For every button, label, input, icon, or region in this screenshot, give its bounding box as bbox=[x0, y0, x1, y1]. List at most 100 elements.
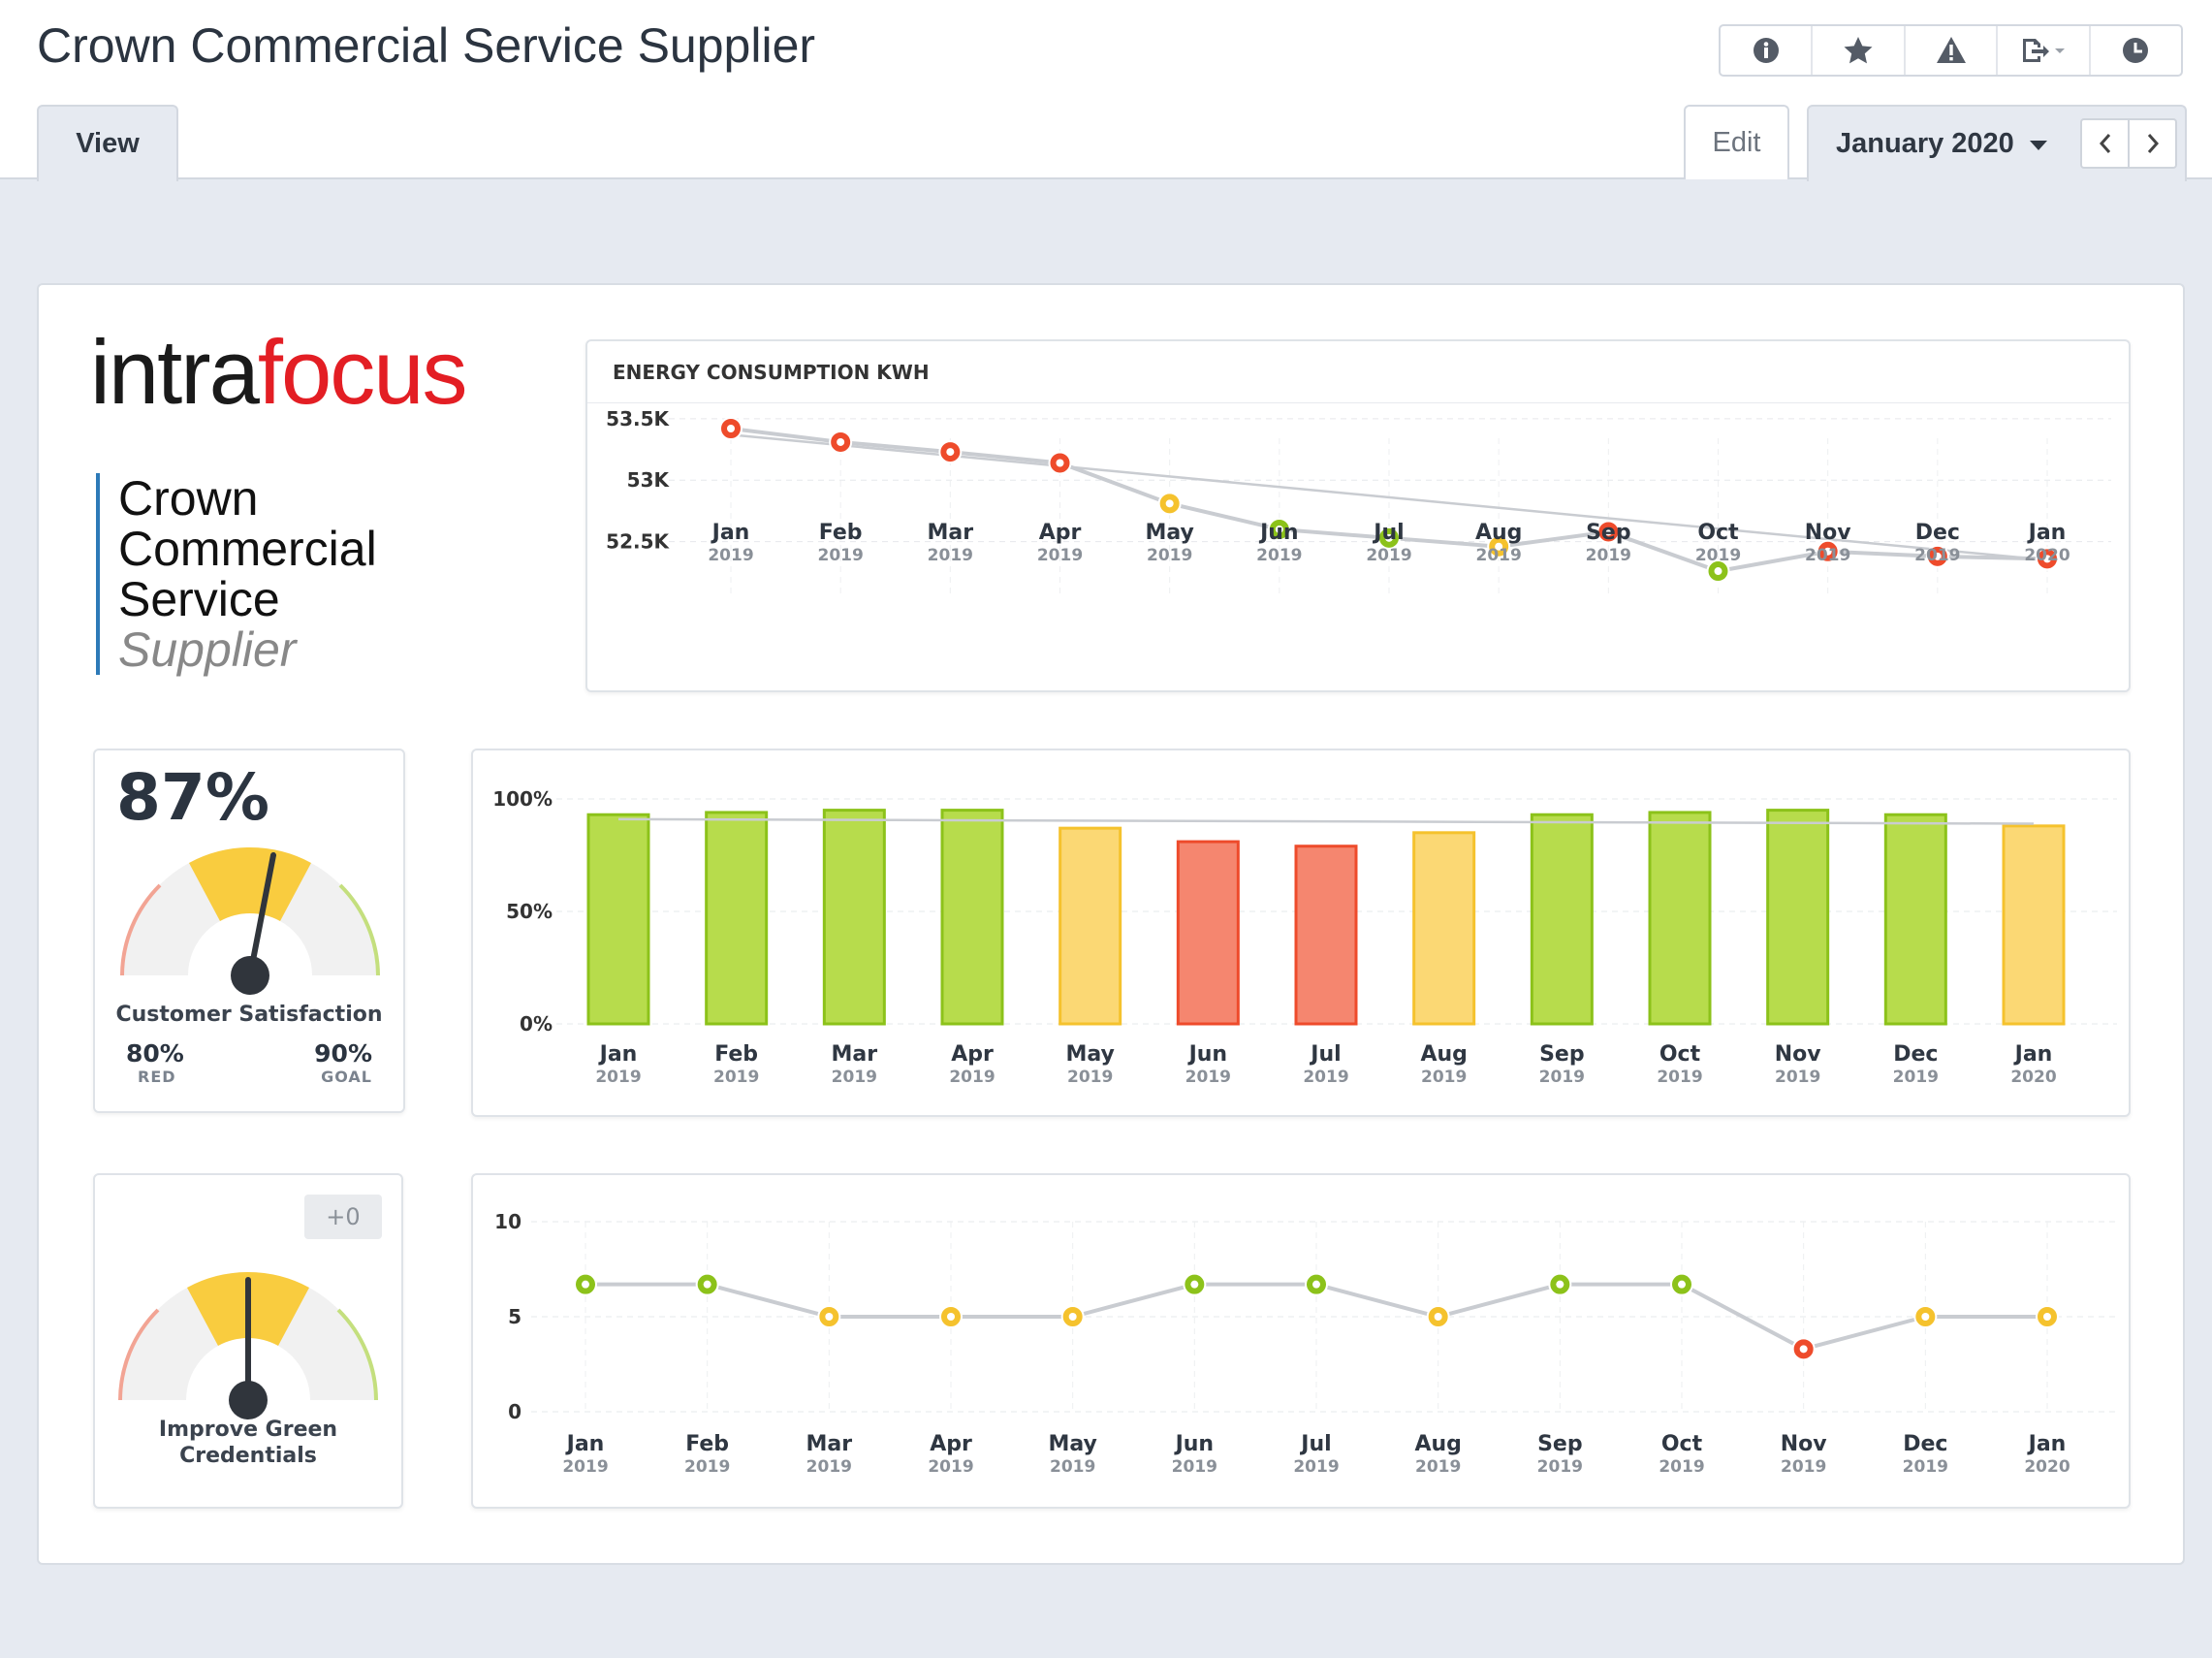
x-tick-year: 2019 bbox=[713, 1068, 759, 1087]
x-tick-year: 2019 bbox=[1050, 1457, 1095, 1477]
x-tick-year: 2019 bbox=[949, 1068, 995, 1087]
customer-satisfaction-card[interactable]: 87% Customer Satisfaction 80% RED 90% GO… bbox=[93, 749, 405, 1113]
x-tick-month: May bbox=[1145, 521, 1193, 545]
y-tick-label: 10 bbox=[494, 1210, 521, 1233]
data-point-center bbox=[2043, 1313, 2051, 1321]
x-tick-year: 2019 bbox=[806, 1457, 852, 1477]
red-threshold-value: 80% bbox=[126, 1039, 184, 1068]
x-tick-month: Oct bbox=[1661, 1432, 1703, 1456]
x-tick-year: 2019 bbox=[1147, 546, 1192, 565]
x-tick-month: Sep bbox=[1539, 1042, 1585, 1067]
bar bbox=[822, 809, 886, 1026]
x-tick-year: 2019 bbox=[1293, 1457, 1339, 1477]
bar bbox=[586, 813, 650, 1026]
chevron-left-icon bbox=[2099, 134, 2110, 153]
green-credentials-card[interactable]: +0 Improve Green Credentials bbox=[93, 1173, 403, 1509]
data-point-center bbox=[946, 448, 955, 457]
x-tick-month: Oct bbox=[1697, 521, 1739, 545]
gauge-band-red bbox=[118, 1308, 160, 1401]
x-tick-month: Apr bbox=[1039, 521, 1082, 545]
x-tick-month: Apr bbox=[951, 1042, 994, 1067]
x-tick-year: 2019 bbox=[1537, 1457, 1583, 1477]
dashboard-panel: intrafocus Crown Commercial Service Supp… bbox=[37, 283, 2185, 1565]
data-point-center bbox=[1165, 499, 1174, 508]
x-tick-year: 2019 bbox=[1781, 1457, 1826, 1477]
history-button[interactable] bbox=[2091, 26, 2181, 75]
x-tick-year: 2019 bbox=[1586, 546, 1631, 565]
x-tick-year: 2019 bbox=[1657, 1068, 1702, 1087]
x-tick-month: Dec bbox=[1903, 1432, 1947, 1456]
info-icon bbox=[1753, 38, 1779, 63]
intrafocus-logo: intrafocus bbox=[90, 327, 468, 418]
goal-threshold: 90% GOAL bbox=[314, 1039, 372, 1086]
x-tick-year: 2020 bbox=[2024, 1457, 2070, 1477]
x-tick-month: Nov bbox=[1781, 1432, 1828, 1456]
period-dropdown[interactable]: January 2020 bbox=[1836, 128, 2014, 159]
x-tick-year: 2019 bbox=[684, 1457, 730, 1477]
change-badge: +0 bbox=[304, 1195, 382, 1239]
x-tick-month: Mar bbox=[832, 1042, 878, 1067]
organisation-name: Crown Commercial Service Supplier bbox=[96, 473, 377, 675]
gauge-needle bbox=[247, 852, 276, 978]
bar bbox=[940, 809, 1004, 1026]
x-tick-year: 2019 bbox=[832, 1068, 877, 1087]
org-line2: Commercial bbox=[118, 522, 377, 576]
gauge-hub bbox=[229, 1381, 268, 1419]
x-tick-month: May bbox=[1065, 1042, 1114, 1067]
data-point-center bbox=[1312, 1280, 1320, 1289]
y-tick-label: 50% bbox=[506, 900, 553, 923]
export-menu-button[interactable] bbox=[1998, 26, 2091, 75]
kpi-name-line2: Credentials bbox=[179, 1444, 317, 1468]
next-period-button[interactable] bbox=[2130, 120, 2175, 167]
x-tick-month: Jan bbox=[598, 1042, 638, 1067]
x-tick-year: 2019 bbox=[1037, 546, 1083, 565]
alert-button[interactable] bbox=[1906, 26, 1999, 75]
green-credentials-chart-card[interactable]: 10 5 0 Jan 2019 Feb 2019 Mar 2019 Apr 2019 May 2019 J… bbox=[471, 1173, 2131, 1509]
x-tick-year: 2019 bbox=[1775, 1068, 1820, 1087]
bar bbox=[1883, 813, 1947, 1026]
tab-view[interactable]: View bbox=[37, 105, 178, 181]
tab-edit[interactable]: Edit bbox=[1684, 105, 1789, 179]
x-tick-month: Sep bbox=[1586, 521, 1631, 545]
kpi-name: Customer Satisfaction bbox=[115, 1003, 383, 1027]
gauge bbox=[120, 846, 380, 995]
data-point-center bbox=[727, 424, 735, 432]
bar bbox=[1176, 840, 1240, 1026]
x-tick-month: Oct bbox=[1659, 1042, 1701, 1067]
caret-down-icon[interactable] bbox=[2030, 141, 2047, 150]
x-tick-month: Aug bbox=[1414, 1432, 1461, 1456]
favorite-button[interactable] bbox=[1813, 26, 1906, 75]
gauge-band-amber bbox=[189, 846, 311, 921]
x-tick-year: 2019 bbox=[1893, 1068, 1939, 1087]
kpi-name-line1: Improve Green bbox=[158, 1418, 338, 1442]
info-button[interactable] bbox=[1721, 26, 1814, 75]
bar bbox=[1648, 811, 1712, 1026]
x-tick-year: 2019 bbox=[1067, 1068, 1113, 1087]
satisfaction-chart-card[interactable]: 100% 50% 0% Jan 2019 Feb 2019 Mar 2019 Apr 2019 May… bbox=[471, 749, 2131, 1117]
bar bbox=[1294, 845, 1358, 1026]
satisfaction-bar-chart: 100%50%0%Jan2019Feb2019Mar2019Apr2019May… bbox=[492, 787, 2117, 1087]
data-point-center bbox=[1714, 567, 1722, 576]
x-tick-month: Jun bbox=[1187, 1042, 1228, 1067]
bar bbox=[705, 811, 769, 1026]
green-credentials-line-chart: 1050Jan2019Feb2019Mar2019Apr2019May2019J… bbox=[494, 1210, 2117, 1477]
x-tick-month: Jan bbox=[565, 1432, 605, 1456]
gauge-band-green bbox=[336, 1308, 378, 1401]
bar bbox=[1530, 813, 1594, 1026]
x-tick-month: May bbox=[1048, 1432, 1096, 1456]
energy-chart-card[interactable]: ENERGY CONSUMPTION KWH 53.5K 53K 52.5K Jan 2… bbox=[585, 339, 2131, 692]
period-nav bbox=[2080, 118, 2177, 169]
data-point-center bbox=[1056, 459, 1064, 467]
previous-period-button[interactable] bbox=[2082, 120, 2130, 167]
data-point-center bbox=[2043, 555, 2051, 563]
x-tick-month: Jun bbox=[1174, 1432, 1215, 1456]
period-selector: January 2020 bbox=[1807, 105, 2187, 181]
data-point-center bbox=[1921, 1313, 1930, 1321]
data-point-center bbox=[1190, 1280, 1199, 1289]
x-tick-year: 2019 bbox=[1256, 546, 1302, 565]
data-point-center bbox=[1495, 542, 1503, 551]
data-point-center bbox=[1933, 552, 1942, 560]
data-point-center bbox=[1068, 1313, 1077, 1321]
data-point-center bbox=[1799, 1345, 1808, 1354]
data-point-center bbox=[1385, 533, 1393, 542]
